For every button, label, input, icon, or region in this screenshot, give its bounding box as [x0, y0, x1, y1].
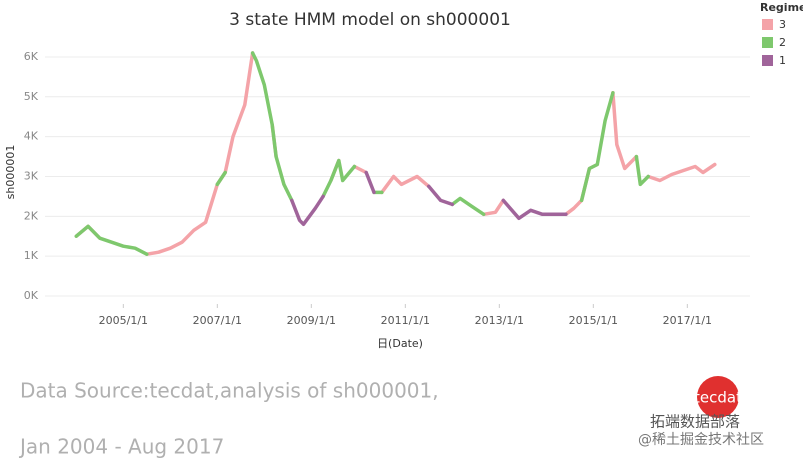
series-line — [74, 51, 717, 256]
x-tick-label: 2015/1/1 — [569, 314, 618, 327]
logo-text: tecdat — [694, 389, 742, 407]
y-tick-label: 5K — [24, 90, 39, 103]
y-tick-label: 6K — [24, 50, 39, 63]
legend-swatch — [762, 55, 773, 66]
footer-period: Jan 2004 - Aug 2017 — [18, 435, 224, 459]
x-tick-label: 2017/1/1 — [663, 314, 712, 327]
y-axis-label: sh000001 — [4, 145, 17, 200]
x-tick-label: 2007/1/1 — [193, 314, 242, 327]
series-line — [74, 51, 650, 256]
x-tick-label: 2005/1/1 — [99, 314, 148, 327]
y-tick-label: 4K — [24, 130, 39, 143]
legend-label: 3 — [779, 18, 786, 31]
legend-swatch — [762, 19, 773, 30]
legend-label: 1 — [779, 54, 786, 67]
chart-title: 3 state HMM model on sh000001 — [229, 10, 511, 30]
y-tick-label: 1K — [24, 249, 39, 262]
legend-title: Regime — [760, 1, 803, 14]
watermark-line: @稀土掘金技术社区 — [638, 432, 764, 448]
logo-circle — [697, 376, 739, 418]
y-tick-label: 0K — [24, 289, 39, 302]
x-tick-label: 2011/1/1 — [381, 314, 430, 327]
series-line — [290, 170, 568, 227]
watermark-line: 拓端数据部落 — [650, 413, 740, 431]
x-tick-label: 2013/1/1 — [475, 314, 524, 327]
footer-source: Data Source:tecdat,analysis of sh000001, — [20, 379, 439, 403]
y-tick-label: 2K — [24, 209, 39, 222]
x-tick-label: 2009/1/1 — [287, 314, 336, 327]
x-axis-label: 日(Date) — [377, 337, 423, 350]
legend-swatch — [762, 37, 773, 48]
y-tick-label: 3K — [24, 169, 39, 182]
legend-label: 2 — [779, 36, 786, 49]
